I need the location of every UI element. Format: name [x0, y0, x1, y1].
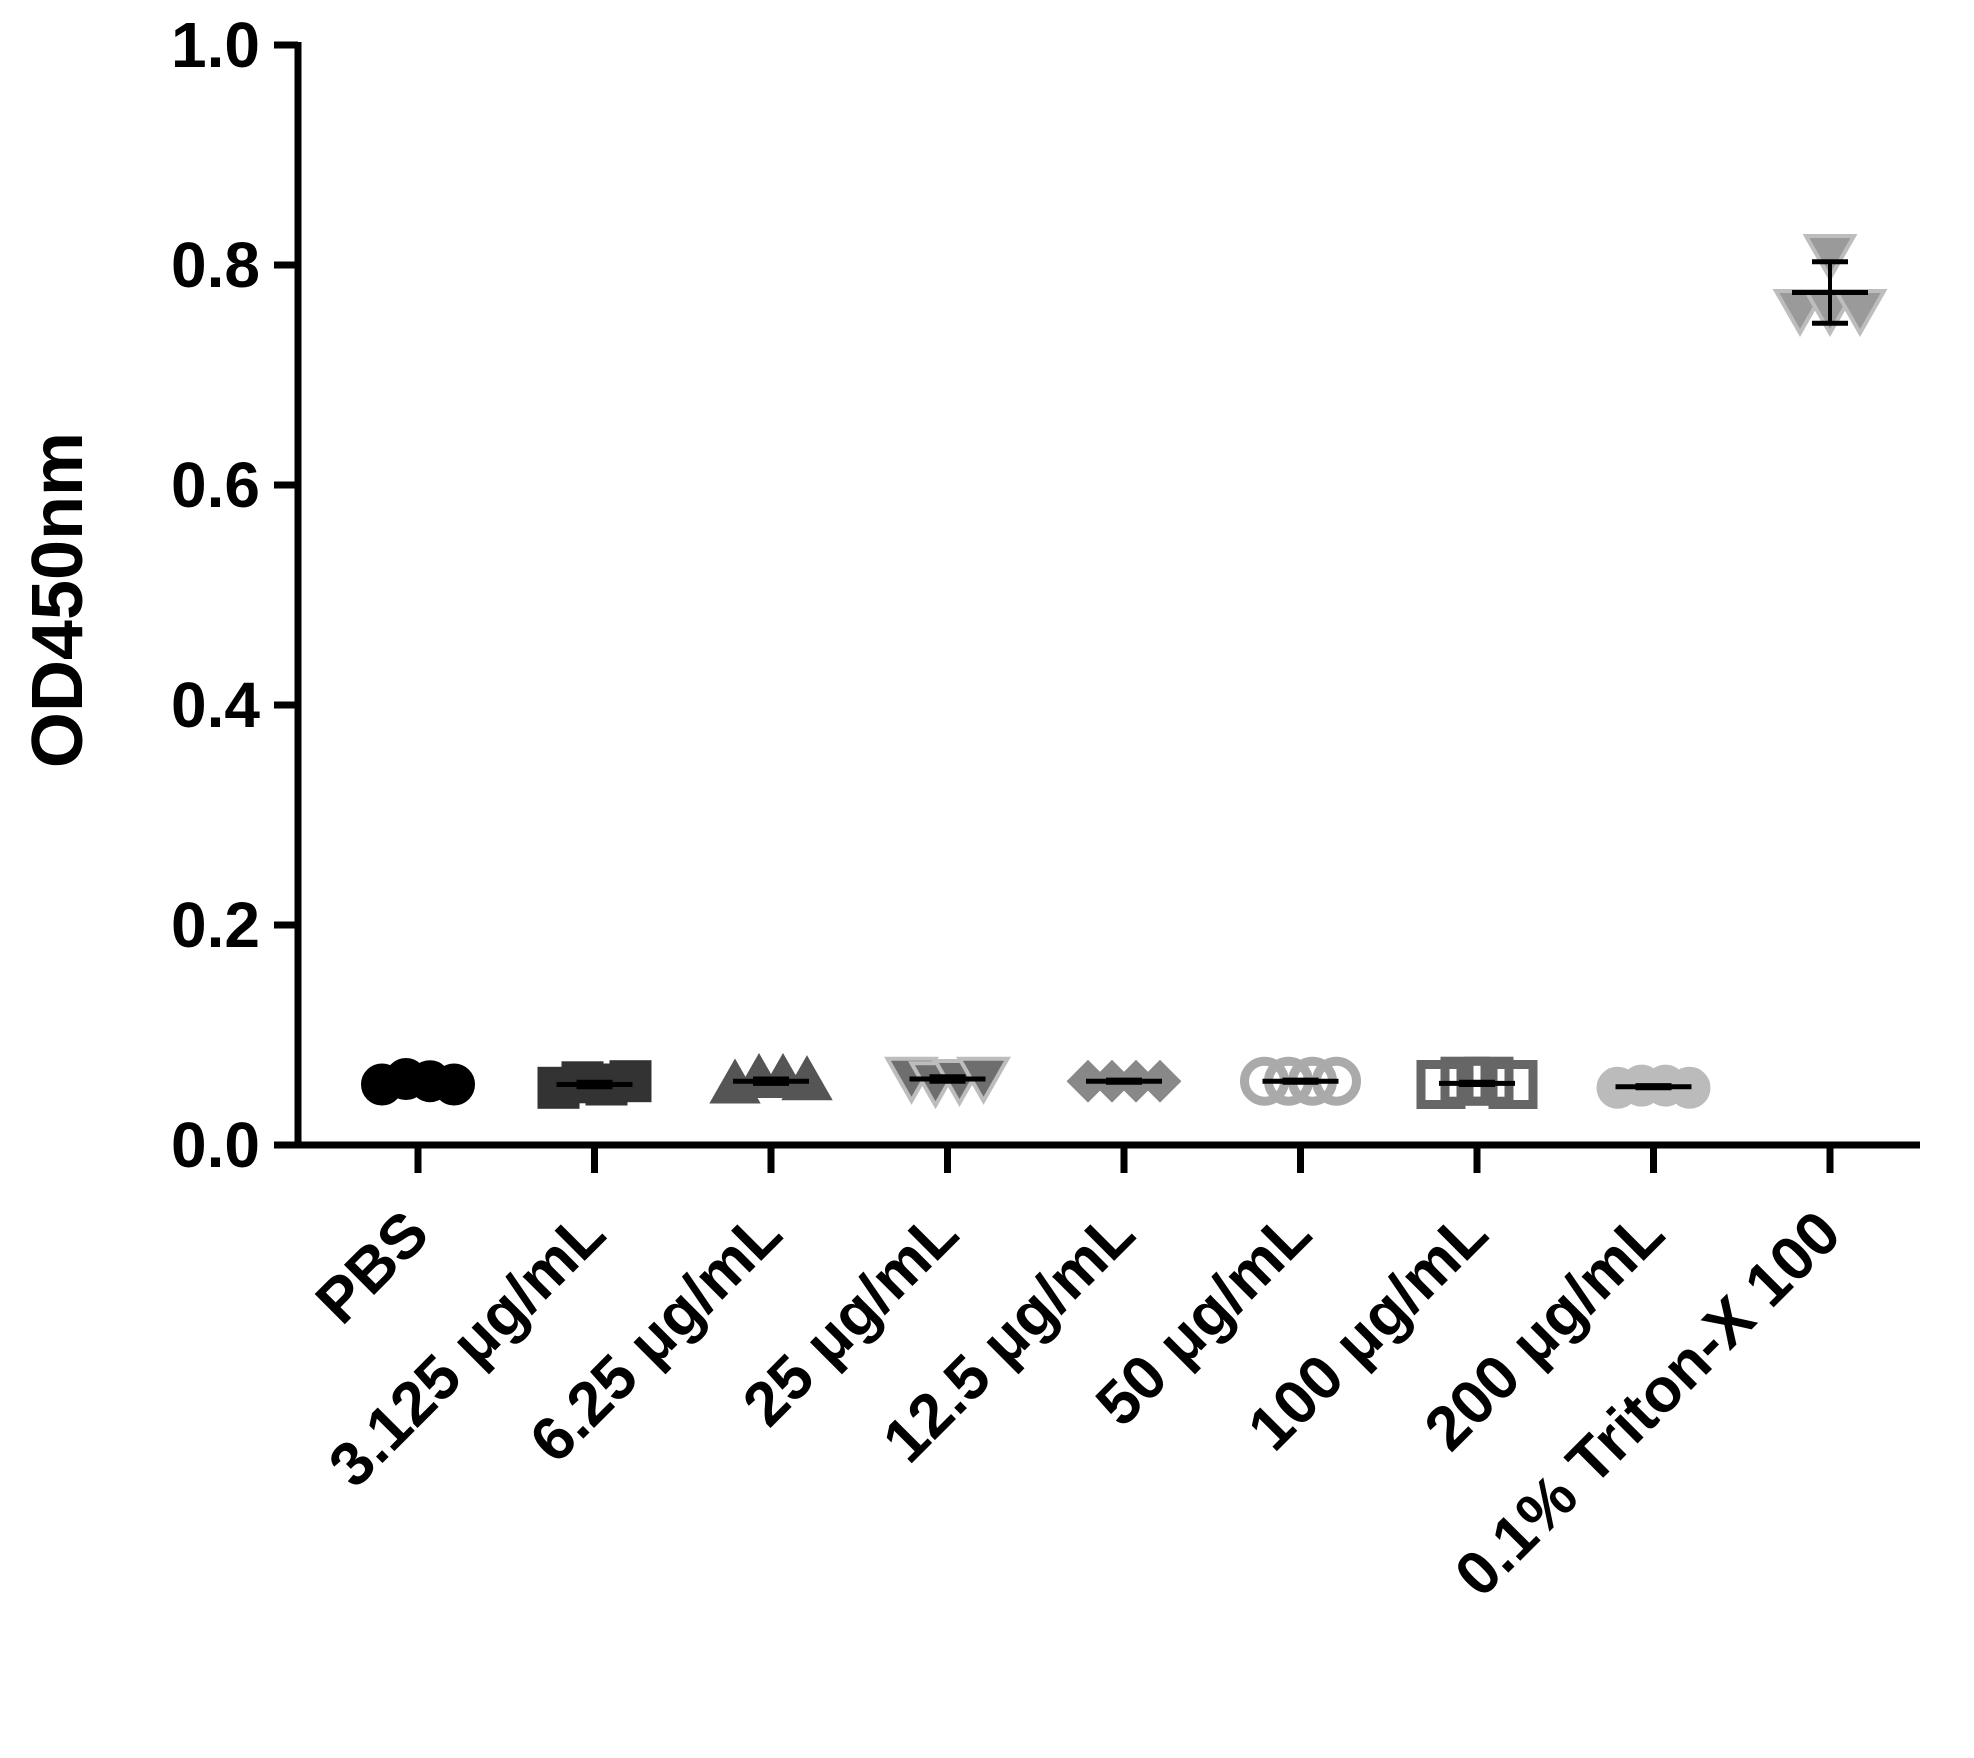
data-points — [361, 234, 1888, 1110]
y-tick-label: 0.4 — [171, 669, 260, 741]
error-bars — [380, 259, 1868, 1091]
x-ticks — [414, 1145, 1834, 1173]
x-tick-label: PBS — [303, 1198, 442, 1337]
y-tick-label: 0.6 — [171, 449, 260, 521]
data-point — [1802, 234, 1858, 283]
data-point — [781, 1055, 833, 1101]
y-tick-label: 1.0 — [171, 9, 260, 81]
y-axis-label: OD450nm — [18, 432, 98, 768]
y-tick-label: 0.2 — [171, 889, 260, 961]
y-tick-label: 0.8 — [171, 229, 260, 301]
data-point — [609, 1060, 652, 1103]
y-ticks: 0.0 0.2 0.4 0.6 0.8 1.0 — [171, 9, 298, 1181]
axes — [294, 42, 1920, 1149]
y-tick-label: 0.0 — [171, 1109, 260, 1181]
